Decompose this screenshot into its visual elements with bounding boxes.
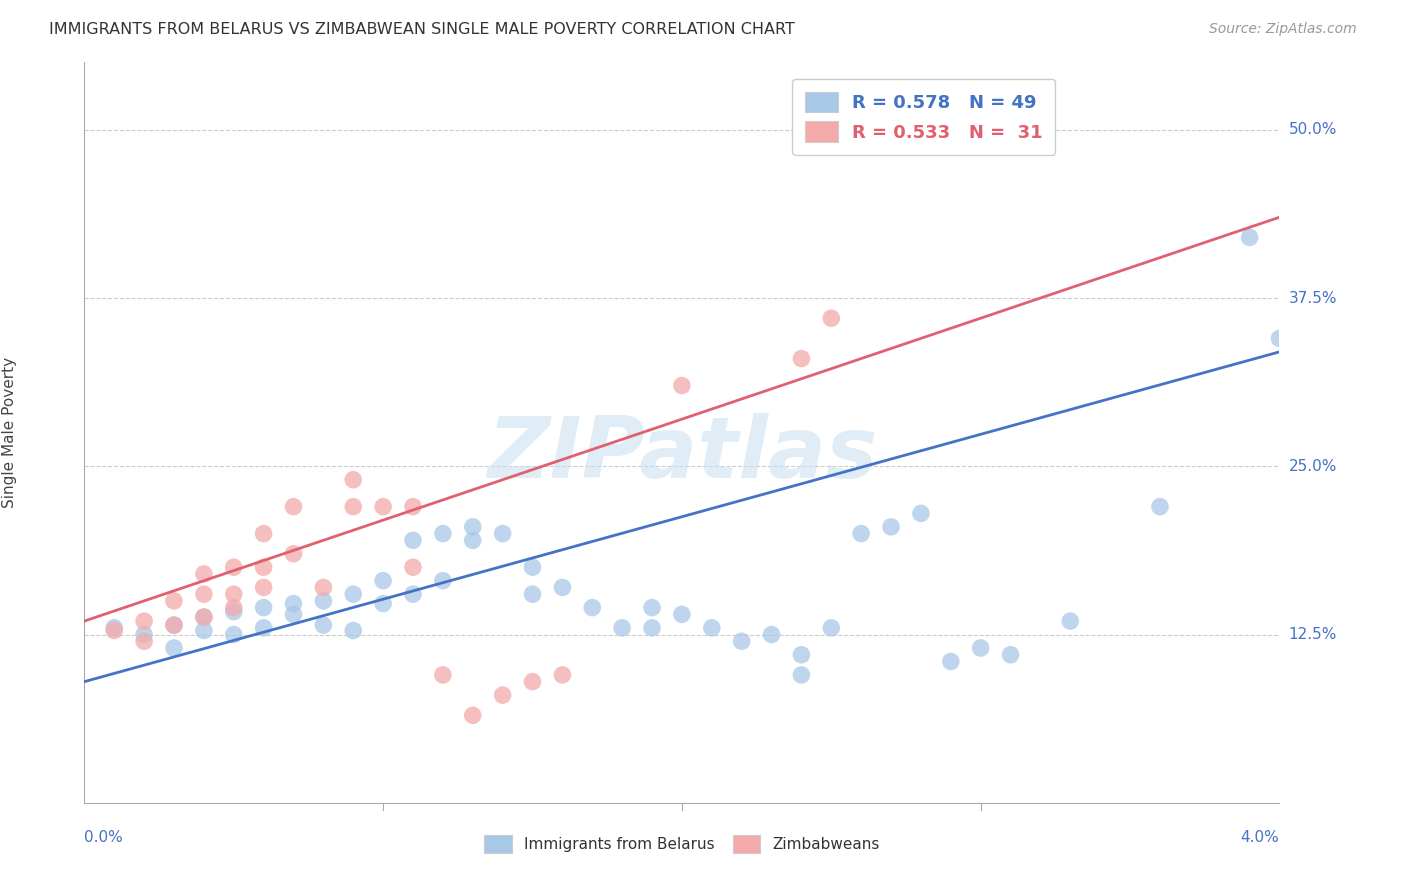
Point (432, 526, 454, 541)
Text: Source: ZipAtlas.com: Source: ZipAtlas.com (1209, 22, 1357, 37)
Point (402, 500, 425, 514)
Point (253, 600, 276, 615)
Point (283, 597, 305, 611)
Point (939, 655, 962, 669)
Point (222, 627, 245, 641)
Point (163, 618, 186, 632)
Point (492, 526, 515, 541)
Point (342, 500, 364, 514)
Text: IMMIGRANTS FROM BELARUS VS ZIMBABWEAN SINGLE MALE POVERTY CORRELATION CHART: IMMIGRANTS FROM BELARUS VS ZIMBABWEAN SI… (49, 22, 794, 37)
Point (432, 574, 454, 588)
Point (342, 624, 364, 638)
Point (402, 533, 425, 548)
Point (581, 600, 603, 615)
Point (761, 627, 783, 641)
Point (522, 560, 544, 574)
Point (283, 607, 305, 622)
Point (283, 547, 305, 561)
Text: 37.5%: 37.5% (1288, 291, 1337, 305)
Point (222, 600, 245, 615)
Legend: Immigrants from Belarus, Zimbabweans: Immigrants from Belarus, Zimbabweans (475, 826, 889, 862)
Point (790, 351, 813, 366)
Point (193, 624, 215, 638)
Point (671, 378, 693, 392)
Point (132, 634, 156, 648)
Point (461, 533, 484, 548)
Point (312, 618, 335, 632)
Point (222, 605, 245, 619)
Point (222, 560, 245, 574)
Point (641, 600, 664, 615)
Point (103, 624, 125, 638)
Point (731, 634, 754, 648)
Point (790, 648, 813, 662)
Text: 0.0%: 0.0% (84, 830, 124, 845)
Point (1239, 230, 1261, 244)
Point (492, 688, 515, 702)
Point (851, 526, 873, 541)
Point (970, 129, 993, 144)
Point (402, 560, 425, 574)
Point (253, 560, 276, 574)
Point (253, 526, 276, 541)
Point (163, 640, 186, 655)
Point (253, 621, 276, 635)
Point (551, 581, 574, 595)
Point (373, 500, 395, 514)
Point (373, 574, 395, 588)
Point (551, 668, 574, 682)
Point (312, 581, 335, 595)
Point (132, 614, 156, 628)
Point (163, 594, 186, 608)
Point (461, 520, 484, 534)
Point (103, 621, 125, 635)
Point (910, 507, 932, 521)
Point (820, 311, 842, 326)
Point (193, 610, 215, 624)
Point (461, 708, 484, 723)
Point (612, 621, 634, 635)
Point (342, 473, 364, 487)
Point (132, 627, 156, 641)
Point (880, 520, 903, 534)
Point (671, 607, 693, 622)
Text: 12.5%: 12.5% (1288, 627, 1337, 642)
Point (373, 597, 395, 611)
Point (970, 640, 993, 655)
Point (1000, 648, 1022, 662)
Point (283, 500, 305, 514)
Point (163, 618, 186, 632)
Point (641, 621, 664, 635)
Text: Single Male Poverty: Single Male Poverty (3, 357, 17, 508)
Point (402, 587, 425, 601)
Point (1059, 614, 1081, 628)
Point (700, 621, 723, 635)
Text: 50.0%: 50.0% (1288, 122, 1337, 137)
Point (342, 587, 364, 601)
Point (193, 610, 215, 624)
Point (820, 621, 842, 635)
Point (193, 566, 215, 581)
Point (222, 587, 245, 601)
Point (432, 668, 454, 682)
Point (790, 668, 813, 682)
Point (1149, 500, 1171, 514)
Point (1268, 331, 1291, 345)
Point (522, 587, 544, 601)
Point (312, 594, 335, 608)
Text: ZIPatlas: ZIPatlas (486, 413, 877, 496)
Text: 4.0%: 4.0% (1240, 830, 1279, 845)
Point (193, 587, 215, 601)
Point (522, 674, 544, 689)
Point (253, 581, 276, 595)
Text: 25.0%: 25.0% (1288, 458, 1337, 474)
